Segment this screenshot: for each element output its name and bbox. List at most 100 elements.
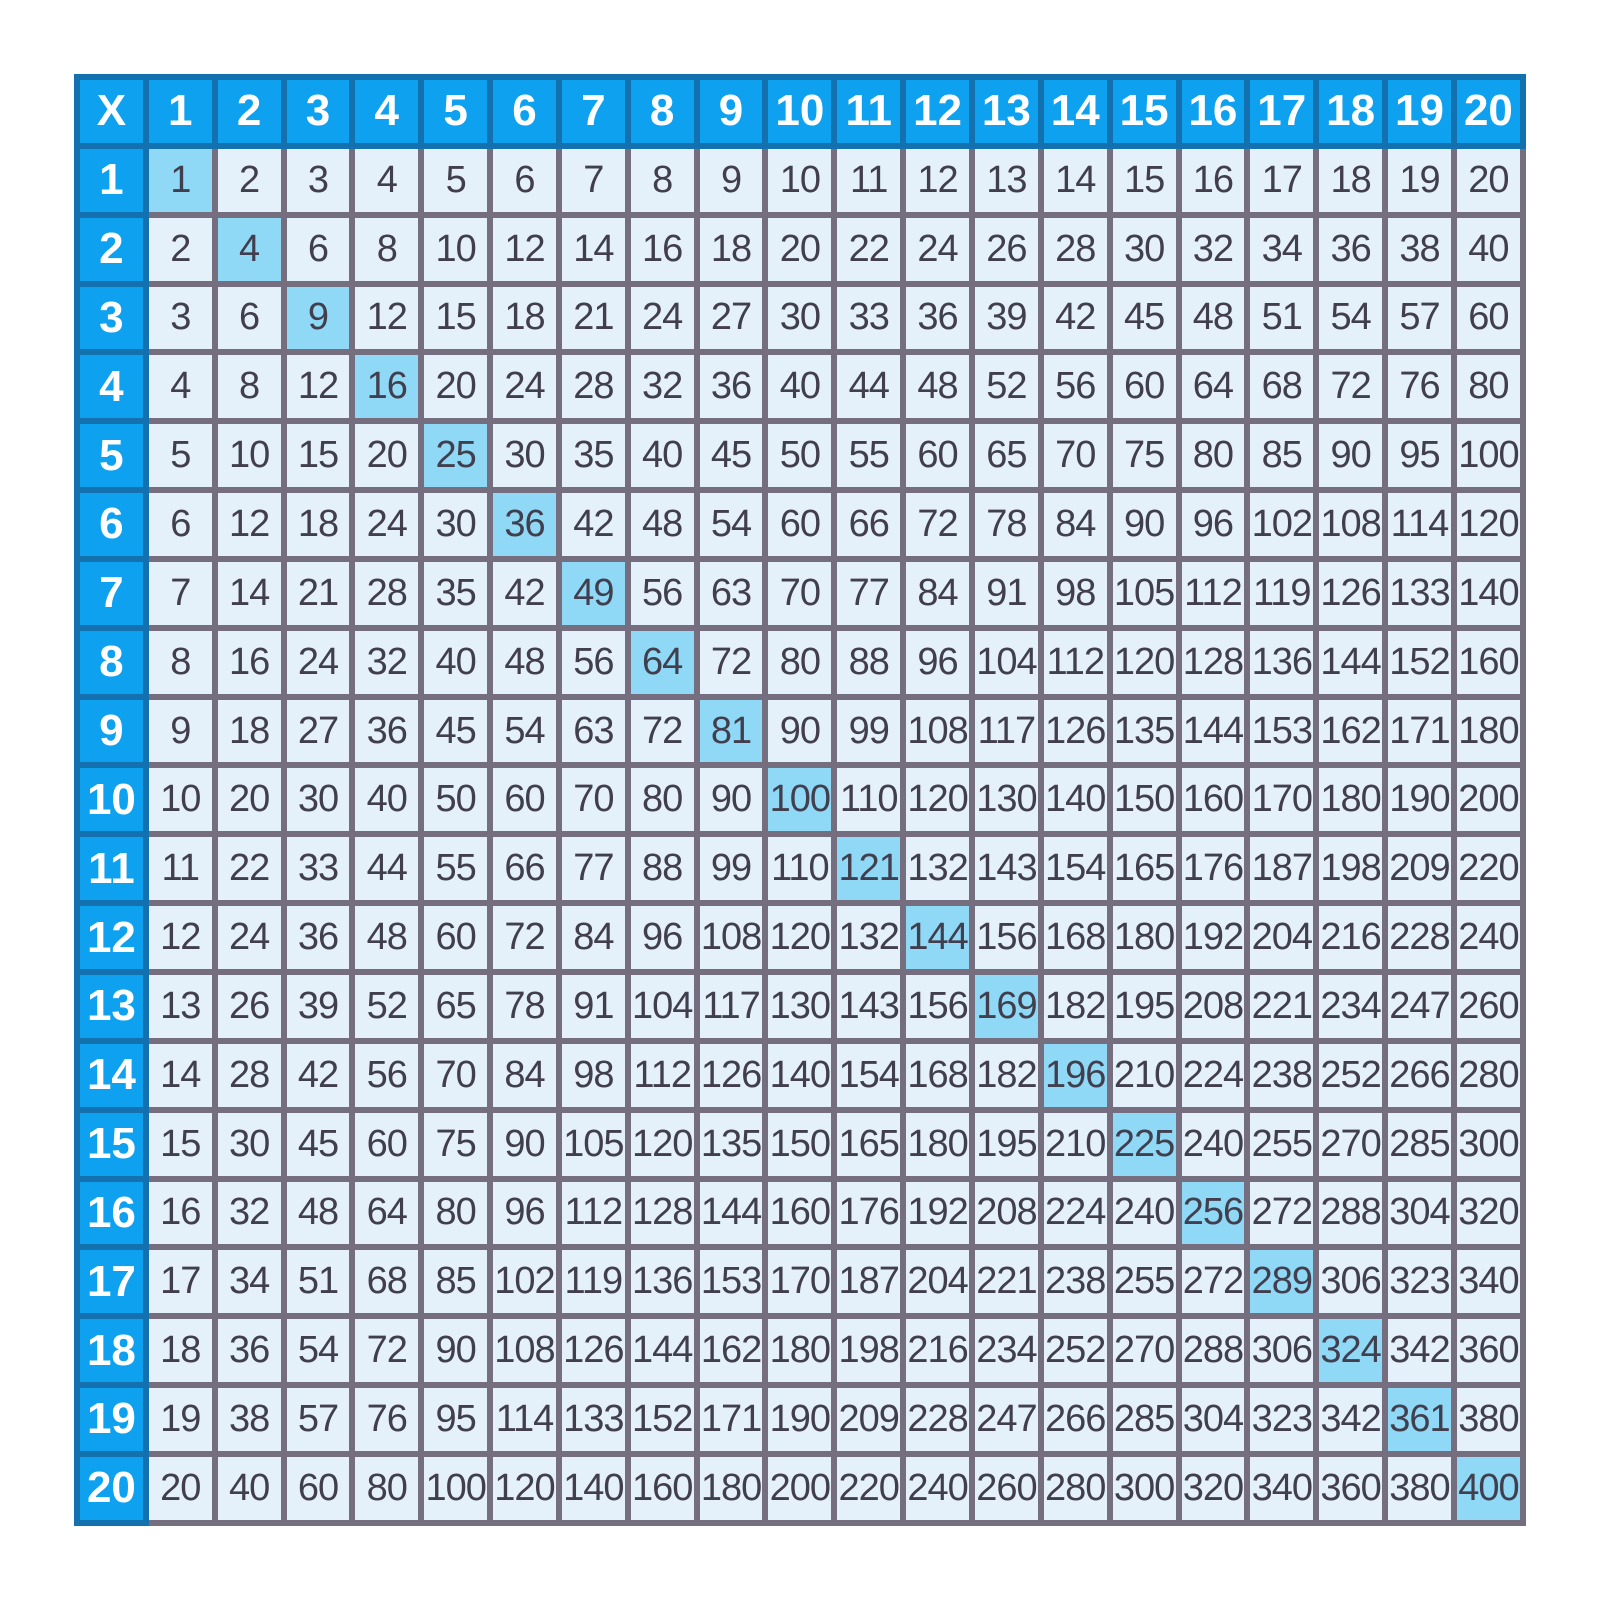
product-cell-1x15: 15	[1106, 142, 1182, 218]
product-cell-18x11: 198	[831, 1313, 907, 1389]
product-cell-18x15: 270	[1106, 1313, 1182, 1389]
product-cell-14x13: 182	[968, 1037, 1044, 1113]
product-cell-17x16: 272	[1175, 1244, 1251, 1320]
product-cell-13x8: 104	[624, 968, 700, 1044]
product-cell-11x14: 154	[1037, 831, 1113, 907]
product-cell-1x2: 2	[211, 142, 287, 218]
product-cell-5x6: 30	[487, 418, 562, 494]
product-cell-6x1: 6	[142, 487, 218, 562]
row-header-14: 14	[74, 1037, 149, 1113]
product-cell-20x15: 300	[1106, 1450, 1182, 1527]
product-cell-20x8: 160	[624, 1450, 700, 1527]
product-cell-2x13: 26	[968, 211, 1044, 287]
product-cell-6x5: 30	[418, 487, 494, 562]
product-cell-6x16: 96	[1175, 487, 1251, 562]
product-cell-20x17: 340	[1244, 1450, 1320, 1527]
row-header-16: 16	[74, 1175, 149, 1251]
product-cell-13x12: 156	[900, 968, 975, 1044]
row-header-2: 2	[74, 211, 149, 287]
product-cell-8x13: 104	[968, 624, 1044, 700]
table-row-3: 3 3 6 9 12 15 18 21 24 27 30 33 36 39 42 45 48 51 54 57 60	[74, 280, 1527, 356]
col-header-2: 2	[211, 74, 287, 149]
product-cell-17x8: 136	[624, 1244, 700, 1320]
col-header-7: 7	[555, 74, 631, 149]
product-cell-3x13: 39	[968, 280, 1044, 356]
row-header-12: 12	[74, 900, 149, 975]
product-cell-20x4: 80	[349, 1450, 425, 1527]
product-cell-15x8: 120	[624, 1106, 700, 1182]
product-cell-13x13: 169	[968, 968, 1044, 1044]
product-cell-10x6: 60	[487, 762, 562, 838]
product-cell-4x10: 40	[762, 349, 838, 425]
product-cell-16x5: 80	[418, 1175, 494, 1251]
product-cell-11x7: 77	[555, 831, 631, 907]
col-header-8: 8	[624, 74, 700, 149]
product-cell-12x4: 48	[349, 900, 425, 975]
product-cell-19x15: 285	[1106, 1382, 1182, 1457]
product-cell-12x1: 12	[142, 900, 218, 975]
product-cell-12x5: 60	[418, 900, 494, 975]
product-cell-16x10: 160	[762, 1175, 838, 1251]
product-cell-4x14: 56	[1037, 349, 1113, 425]
product-cell-14x6: 84	[487, 1037, 562, 1113]
product-cell-14x19: 266	[1382, 1037, 1457, 1113]
product-cell-19x10: 190	[762, 1382, 838, 1457]
product-cell-6x11: 66	[831, 487, 907, 562]
product-cell-18x20: 360	[1450, 1313, 1527, 1389]
product-cell-7x20: 140	[1450, 555, 1527, 631]
product-cell-18x2: 36	[211, 1313, 287, 1389]
product-cell-13x7: 91	[555, 968, 631, 1044]
product-cell-4x1: 4	[142, 349, 218, 425]
product-cell-10x2: 20	[211, 762, 287, 838]
product-cell-7x18: 126	[1313, 555, 1389, 631]
product-cell-6x10: 60	[762, 487, 838, 562]
product-cell-9x14: 126	[1037, 693, 1113, 769]
product-cell-17x14: 238	[1037, 1244, 1113, 1320]
row-header-6: 6	[74, 487, 149, 562]
product-cell-5x14: 70	[1037, 418, 1113, 494]
product-cell-7x6: 42	[487, 555, 562, 631]
product-cell-11x9: 99	[693, 831, 769, 907]
product-cell-20x16: 320	[1175, 1450, 1251, 1527]
product-cell-16x18: 288	[1313, 1175, 1389, 1251]
product-cell-19x8: 152	[624, 1382, 700, 1457]
product-cell-8x16: 128	[1175, 624, 1251, 700]
product-cell-17x4: 68	[349, 1244, 425, 1320]
product-cell-1x18: 18	[1313, 142, 1389, 218]
product-cell-11x2: 22	[211, 831, 287, 907]
product-cell-15x2: 30	[211, 1106, 287, 1182]
product-cell-1x11: 11	[831, 142, 907, 218]
product-cell-20x1: 20	[142, 1450, 218, 1527]
product-cell-7x16: 112	[1175, 555, 1251, 631]
product-cell-5x19: 95	[1382, 418, 1457, 494]
product-cell-12x7: 84	[555, 900, 631, 975]
product-cell-10x19: 190	[1382, 762, 1457, 838]
product-cell-20x7: 140	[555, 1450, 631, 1527]
product-cell-18x17: 306	[1244, 1313, 1320, 1389]
product-cell-14x10: 140	[762, 1037, 838, 1113]
product-cell-19x13: 247	[968, 1382, 1044, 1457]
product-cell-13x19: 247	[1382, 968, 1457, 1044]
product-cell-4x17: 68	[1244, 349, 1320, 425]
product-cell-2x20: 40	[1450, 211, 1527, 287]
product-cell-10x18: 180	[1313, 762, 1389, 838]
product-cell-14x18: 252	[1313, 1037, 1389, 1113]
product-cell-14x7: 98	[555, 1037, 631, 1113]
product-cell-10x4: 40	[349, 762, 425, 838]
product-cell-6x14: 84	[1037, 487, 1113, 562]
product-cell-15x18: 270	[1313, 1106, 1389, 1182]
product-cell-1x1: 1	[142, 142, 218, 218]
product-cell-2x2: 4	[211, 211, 287, 287]
product-cell-9x7: 63	[555, 693, 631, 769]
product-cell-11x6: 66	[487, 831, 562, 907]
product-cell-16x8: 128	[624, 1175, 700, 1251]
product-cell-11x13: 143	[968, 831, 1044, 907]
product-cell-14x9: 126	[693, 1037, 769, 1113]
product-cell-15x14: 210	[1037, 1106, 1113, 1182]
product-cell-13x4: 52	[349, 968, 425, 1044]
product-cell-7x8: 56	[624, 555, 700, 631]
product-cell-16x1: 16	[142, 1175, 218, 1251]
row-header-20: 20	[74, 1450, 149, 1527]
product-cell-10x16: 160	[1175, 762, 1251, 838]
product-cell-3x4: 12	[349, 280, 425, 356]
